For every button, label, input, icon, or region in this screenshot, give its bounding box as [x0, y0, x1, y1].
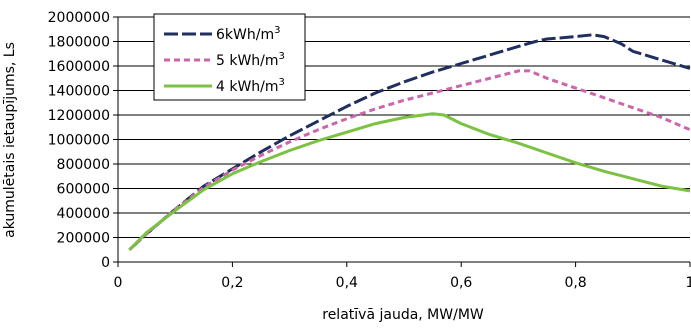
y-tick-label: 1400000 [48, 84, 110, 100]
y-tick-label: 1800000 [48, 35, 110, 51]
y-axis-title: akumulētais ietaupījums, Ls [2, 42, 18, 238]
y-tick-label: 800000 [57, 157, 110, 173]
y-tick-label: 1600000 [48, 59, 110, 75]
y-tick-label: 200000 [57, 231, 110, 247]
series-line-3 [128, 112, 691, 251]
series-line-2 [128, 69, 691, 251]
x-tick-label: 0,4 [336, 275, 358, 291]
legend: 6kWh/m3 5 kWh/m3 4 kWh/m3 [153, 13, 306, 101]
legend-superscript: 3 [279, 51, 285, 62]
series-lines [128, 33, 691, 251]
legend-superscript: 3 [274, 25, 280, 36]
x-tick-labels: 0 0,2 0,4 0,6 0,8 1 [114, 275, 691, 291]
y-tick-label: 1200000 [48, 108, 110, 124]
x-tick-label: 0 [114, 275, 123, 291]
x-axis-title: relatīvā jauda, MW/MW [322, 307, 484, 323]
legend-label-3: 4 kWh/m3 [216, 77, 285, 95]
y-tick-label: 2000000 [48, 10, 110, 26]
y-tick-label: 1000000 [48, 133, 110, 149]
legend-label-2: 5 kWh/m3 [216, 51, 285, 69]
series-line-1 [128, 33, 691, 251]
legend-superscript: 3 [279, 77, 285, 88]
x-tick-label: 1 [686, 275, 691, 291]
x-tick-label: 0,8 [564, 275, 586, 291]
y-tick-labels: 0 200000 400000 600000 800000 1000000 1200000 1… [48, 10, 110, 271]
y-tick-label: 400000 [57, 206, 110, 222]
axes [113, 16, 691, 267]
y-tick-label: 0 [101, 255, 110, 271]
y-tick-label: 600000 [57, 182, 110, 198]
x-tick-label: 0,6 [450, 275, 472, 291]
legend-label-1: 6kWh/m3 [216, 25, 280, 43]
x-tick-label: 0,2 [221, 275, 243, 291]
